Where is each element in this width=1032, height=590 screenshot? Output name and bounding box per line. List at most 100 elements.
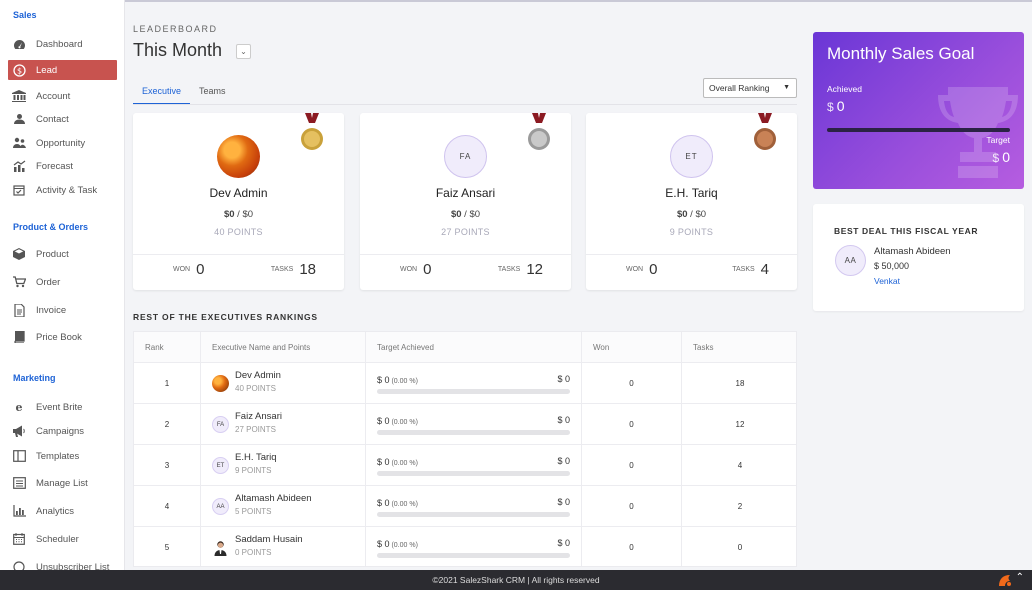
sidebar-item-label: Product xyxy=(36,248,69,260)
sidebar-item-opportunity[interactable]: Opportunity xyxy=(8,133,117,153)
sidebar-item-label: Analytics xyxy=(36,505,75,517)
period-dropdown[interactable]: ⌄ xyxy=(236,44,251,59)
won-cell: 0 xyxy=(582,363,682,404)
table-row[interactable]: 3 ET E.H. Tariq 9 POINTS $ 0 (0.00 %) $ … xyxy=(134,445,796,486)
sidebar-item-activity-task[interactable]: Activity & Task xyxy=(8,180,117,200)
bronze-medal-icon xyxy=(754,113,776,150)
sidebar-item-lead[interactable]: $ Lead xyxy=(8,60,117,80)
tasks-cell: 2 xyxy=(737,502,743,511)
target-value: $ 0 xyxy=(557,538,570,548)
amount: $0 / $0 xyxy=(223,209,254,220)
column-header-won: Won xyxy=(582,332,682,363)
best-deal-card: BEST DEAL THIS FISCAL YEAR AA Altamash A… xyxy=(813,204,1024,311)
card-divider xyxy=(586,254,797,255)
points: 0 POINTS xyxy=(235,548,272,557)
rankings-table: Rank Executive Name and Points Target Ac… xyxy=(133,331,797,567)
eventbrite-icon: e xyxy=(15,400,23,414)
sidebar-item-campaigns[interactable]: Campaigns xyxy=(8,421,117,441)
progress-bar xyxy=(377,471,570,476)
sidebar-item-manage-list[interactable]: Manage List xyxy=(8,473,117,493)
opportunity-icon xyxy=(11,136,27,150)
sidebar-item-scheduler[interactable]: Scheduler xyxy=(8,529,117,549)
amount: $0 / $0 xyxy=(676,209,707,220)
sidebar-section-product-orders: Product & Orders xyxy=(13,222,89,232)
points: 40 POINTS xyxy=(214,227,263,237)
monthly-sales-goal-card: Monthly Sales Goal Achieved $0 Target $0 xyxy=(813,32,1024,189)
deal-owner-link[interactable]: Venkat xyxy=(874,276,900,286)
sidebar-item-contact[interactable]: Contact xyxy=(8,109,117,129)
sidebar-item-product[interactable]: Product xyxy=(8,244,117,264)
name-cell: Saddam Husain 0 POINTS xyxy=(201,527,366,566)
sidebar-item-label: Forecast xyxy=(36,160,73,172)
points: 5 POINTS xyxy=(235,507,272,516)
list-icon xyxy=(11,476,27,490)
won-stat: WON 0 xyxy=(400,261,432,278)
rank-cell: 3 xyxy=(134,445,201,486)
avatar: ET xyxy=(670,135,713,178)
sidebar-item-price-book[interactable]: Price Book xyxy=(8,327,117,347)
sidebar-item-unsubscriber-list[interactable]: Unsubscriber List xyxy=(8,557,117,570)
progress-bar xyxy=(377,389,570,394)
tasks-cell: 12 xyxy=(735,420,745,429)
podium-card-3: ET E.H. Tariq $0 / $0 9 POINTS WON 0 TASK… xyxy=(586,113,797,290)
svg-text:$: $ xyxy=(16,66,21,75)
podium-card-1: Dev Admin $0 / $0 40 POINTS WON 0 TASKS 18 xyxy=(133,113,344,290)
table-row[interactable]: 1 Dev Admin 40 POINTS $ 0 (0.00 %) $ 0 0… xyxy=(134,363,796,404)
target-value: $ 0 xyxy=(557,374,570,384)
won-cell: 0 xyxy=(582,445,682,486)
achieved-value: $ 0 (0.00 %) xyxy=(377,416,418,426)
sidebar-item-invoice[interactable]: Invoice xyxy=(8,300,117,320)
target-cell: $ 0 (0.00 %) $ 0 xyxy=(366,363,582,404)
sidebar-item-analytics[interactable]: Analytics xyxy=(8,501,117,521)
sidebar-item-account[interactable]: Account xyxy=(8,86,117,106)
template-icon xyxy=(11,449,27,463)
achieved-value: $0 xyxy=(827,98,845,114)
rank-cell: 4 xyxy=(134,486,201,527)
sidebar-item-event-brite[interactable]: e Event Brite xyxy=(8,397,117,417)
ranking-select-value: Overall Ranking xyxy=(709,83,770,93)
points: 27 POINTS xyxy=(235,425,276,434)
achieved-label: Achieved xyxy=(827,84,862,94)
dashboard-icon xyxy=(11,37,27,51)
avatar: AA xyxy=(835,245,866,276)
executive-name: Saddam Husain xyxy=(235,534,303,545)
sidebar-item-dashboard[interactable]: Dashboard xyxy=(8,34,117,54)
target-value: $0 xyxy=(992,149,1010,165)
target-value: $ 0 xyxy=(557,497,570,507)
tab-executive[interactable]: Executive xyxy=(133,80,191,105)
sidebar-item-templates[interactable]: Templates xyxy=(8,446,117,466)
book-icon xyxy=(11,330,27,344)
table-row[interactable]: 2 FA Faiz Ansari 27 POINTS $ 0 (0.00 %) … xyxy=(134,404,796,445)
achieved-value: $ 0 (0.00 %) xyxy=(377,375,418,385)
points: 40 POINTS xyxy=(235,384,276,393)
salezshark-logo-icon xyxy=(999,575,1011,586)
target-cell: $ 0 (0.00 %) $ 0 xyxy=(366,445,582,486)
sidebar-item-order[interactable]: Order xyxy=(8,272,117,292)
name-cell: Dev Admin 40 POINTS xyxy=(201,363,366,404)
target-cell: $ 0 (0.00 %) $ 0 xyxy=(366,527,582,566)
tab-teams[interactable]: Teams xyxy=(199,86,226,96)
invoice-icon xyxy=(11,303,27,317)
sidebar-item-label: Order xyxy=(36,276,61,288)
sidebar-item-label: Invoice xyxy=(36,304,67,316)
won-cell: 0 xyxy=(582,486,682,527)
tasks-cell: 18 xyxy=(735,379,745,388)
sidebar-item-label: Manage List xyxy=(36,477,88,489)
deal-executive-name: Altamash Abideen xyxy=(874,246,951,257)
name-cell: AA Altamash Abideen 5 POINTS xyxy=(201,486,366,527)
sidebar: Sales Dashboard $ Lead Account Contact O… xyxy=(0,0,125,570)
table-row[interactable]: 5 Saddam Husain 0 POINTS $ 0 (0.00 %) $ … xyxy=(134,527,796,566)
avatar: AA xyxy=(212,498,229,515)
executive-name: E.H. Tariq xyxy=(665,186,718,200)
sidebar-item-label: Account xyxy=(36,90,71,102)
points: 27 POINTS xyxy=(441,227,490,237)
scroll-to-top-icon[interactable]: ⌃ xyxy=(1015,572,1024,583)
sidebar-item-forecast[interactable]: Forecast xyxy=(8,156,117,176)
sidebar-item-label: Dashboard xyxy=(36,38,83,50)
avatar: ET xyxy=(212,457,229,474)
sidebar-section-marketing: Marketing xyxy=(13,373,56,383)
ranking-select[interactable]: Overall Ranking ▼ xyxy=(703,78,797,98)
silver-medal-icon xyxy=(528,113,550,150)
column-header-target: Target Achieved xyxy=(366,332,582,363)
table-row[interactable]: 4 AA Altamash Abideen 5 POINTS $ 0 (0.00… xyxy=(134,486,796,527)
